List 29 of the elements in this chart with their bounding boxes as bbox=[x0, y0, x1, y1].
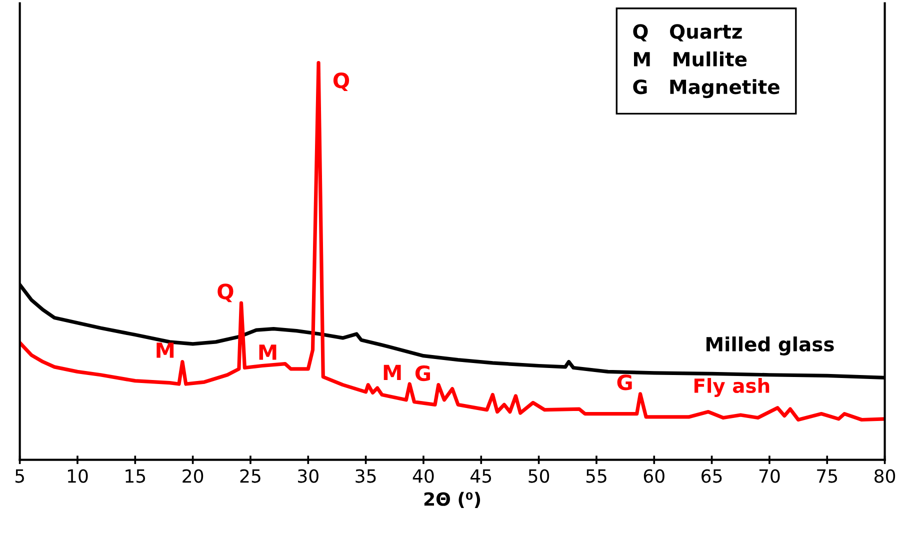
annotation: M Mullite bbox=[634, 51, 747, 67]
annotation: G Magnetite bbox=[633, 79, 780, 98]
x-tick-label: 65 bbox=[702, 469, 722, 483]
annotation: M bbox=[259, 344, 276, 360]
x-tick-label: 60 bbox=[644, 469, 664, 483]
x-axis-title: 2Θ (⁰) bbox=[424, 492, 480, 508]
x-tick-label: 5 bbox=[15, 469, 24, 483]
annotation: M bbox=[156, 342, 174, 358]
x-tick-label: 45 bbox=[470, 469, 492, 483]
x-tick-label: 40 bbox=[412, 469, 434, 483]
annotation: Q bbox=[333, 72, 350, 92]
x-tick-label: 80 bbox=[874, 469, 896, 483]
x-tick-label: 50 bbox=[528, 469, 550, 483]
x-tick-label: 15 bbox=[126, 469, 146, 483]
x-tick-label: 35 bbox=[356, 469, 376, 483]
x-tick-label: 20 bbox=[182, 469, 204, 483]
x-tick-label: 55 bbox=[586, 469, 606, 483]
text: Q Quartz bbox=[633, 24, 742, 42]
annotation: G bbox=[617, 374, 632, 390]
x-tick-label: 10 bbox=[68, 469, 88, 483]
x-tick-label: 75 bbox=[817, 469, 838, 483]
x-tick-label: 70 bbox=[759, 469, 780, 483]
x-tick-label: 30 bbox=[298, 469, 318, 483]
series-label: Milled glass bbox=[706, 336, 834, 356]
series-label: Fly ash bbox=[694, 378, 770, 397]
annotation: Q bbox=[218, 284, 234, 302]
annotation: G bbox=[415, 365, 430, 382]
annotation: M bbox=[384, 364, 401, 380]
x-tick-label: 25 bbox=[240, 469, 260, 483]
